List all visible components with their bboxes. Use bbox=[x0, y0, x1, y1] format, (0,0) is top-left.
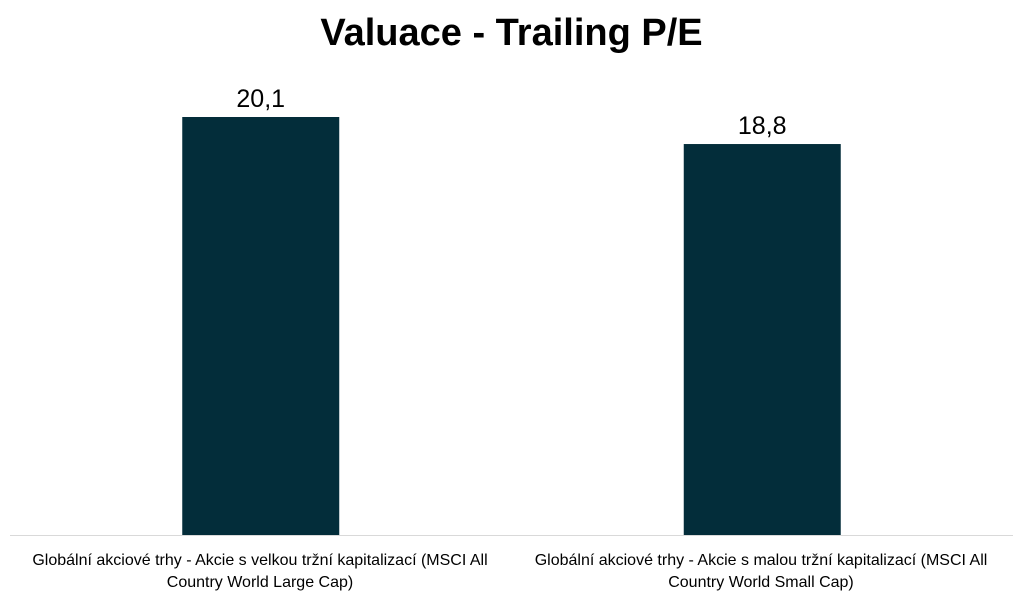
data-label-1: 18,8 bbox=[738, 112, 787, 140]
category-label-large-cap: Globální akciové trhy - Akcie s velkou t… bbox=[32, 552, 488, 591]
data-label-0: 20,1 bbox=[236, 85, 285, 113]
chart-title: Valuace - Trailing P/E bbox=[320, 12, 703, 54]
bar-0 bbox=[182, 117, 340, 535]
bar-1 bbox=[683, 144, 841, 535]
category-label-small-cap: Globální akciové trhy - Akcie s malou tr… bbox=[534, 552, 988, 591]
